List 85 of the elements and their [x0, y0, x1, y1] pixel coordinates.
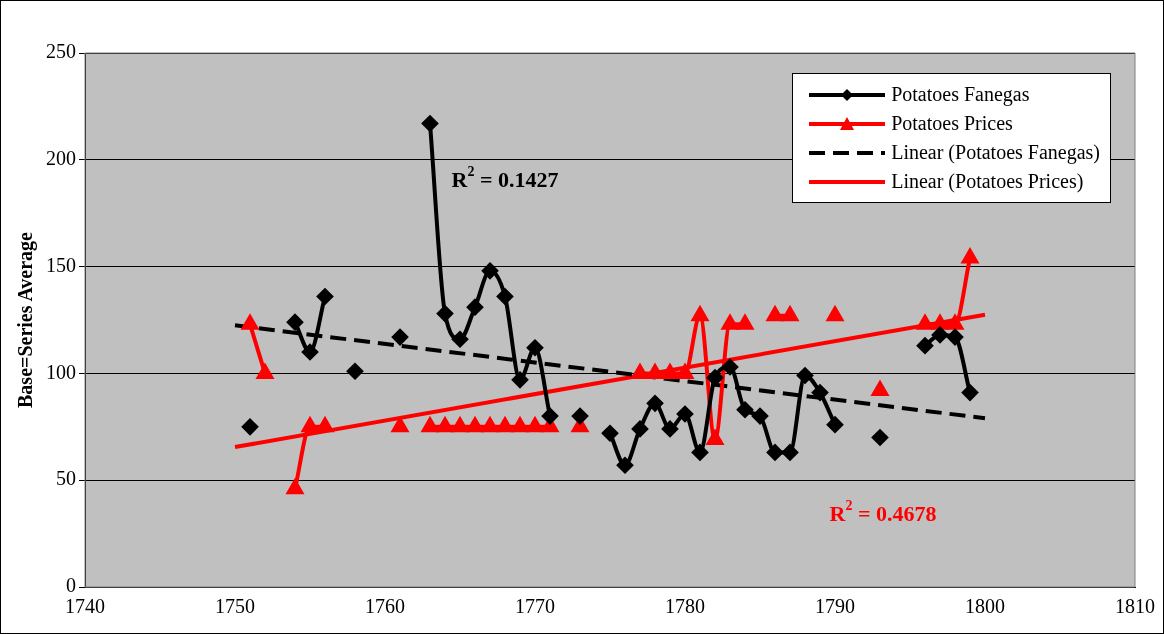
point: [737, 401, 753, 418]
point: [646, 364, 664, 379]
x-tick-label: 1810: [1115, 595, 1155, 618]
legend-label: Linear (Potatoes Prices): [891, 170, 1084, 193]
point: [647, 395, 663, 412]
point: [916, 315, 934, 330]
point: [542, 408, 558, 425]
point: [451, 417, 469, 433]
point: [526, 417, 544, 433]
point: [946, 315, 964, 330]
x-tick-label: 1770: [515, 595, 555, 618]
point: [872, 429, 888, 446]
point: [617, 457, 633, 474]
point: [467, 299, 483, 316]
point: [661, 364, 679, 379]
point: [602, 425, 618, 442]
point: [347, 363, 363, 380]
point: [631, 364, 649, 379]
legend-label: Potatoes Prices: [891, 112, 1013, 135]
point: [871, 381, 889, 396]
point: [482, 262, 498, 279]
point: [301, 417, 319, 433]
point: [766, 306, 784, 322]
point: [736, 315, 754, 330]
point: [962, 384, 978, 401]
point: [572, 408, 588, 425]
point: [961, 249, 979, 264]
point: [676, 364, 694, 379]
point: [316, 417, 334, 433]
point: [752, 408, 768, 425]
point: [826, 306, 844, 322]
point: [452, 331, 468, 348]
point: [302, 344, 318, 361]
point: [691, 306, 709, 322]
point: [632, 420, 648, 437]
point: [496, 417, 514, 433]
legend-label: Potatoes Fanegas: [891, 83, 1030, 106]
point: [692, 444, 708, 461]
y-tick-label: 150: [46, 253, 76, 276]
x-tick-label: 1780: [665, 595, 705, 618]
point: [391, 417, 409, 433]
point: [721, 315, 739, 330]
point: [797, 367, 813, 384]
point: [512, 371, 528, 388]
point: [286, 479, 304, 495]
y-tick-label: 50: [56, 467, 76, 490]
point: [947, 329, 963, 346]
y-tick-label: 0: [66, 574, 76, 597]
point: [722, 358, 738, 375]
point: [241, 315, 259, 330]
point: [466, 417, 484, 433]
x-tick-label: 1740: [65, 595, 105, 618]
y-axis-title: Base=Series Average: [14, 231, 38, 408]
y-tick-label: 100: [46, 360, 76, 383]
point: [932, 326, 948, 343]
point: [527, 339, 543, 356]
point: [497, 288, 513, 305]
point: [827, 416, 843, 433]
point: [287, 314, 303, 331]
x-tick-label: 1790: [815, 595, 855, 618]
point: [317, 288, 333, 305]
point: [392, 329, 408, 346]
point: [812, 384, 828, 401]
point: [767, 444, 783, 461]
point: [677, 405, 693, 422]
point: [917, 337, 933, 354]
point: [256, 364, 274, 379]
point: [242, 418, 258, 435]
legend-label: Linear (Potatoes Fanegas): [891, 141, 1100, 164]
point: [662, 420, 678, 437]
point: [421, 417, 439, 433]
x-tick-label: 1750: [215, 595, 255, 618]
point: [782, 444, 798, 461]
point: [422, 115, 438, 132]
point: [511, 417, 529, 433]
point: [931, 315, 949, 330]
y-tick-label: 250: [46, 40, 76, 63]
point: [781, 306, 799, 322]
y-tick-label: 200: [46, 147, 76, 170]
point: [481, 417, 499, 433]
point: [437, 305, 453, 322]
x-tick-label: 1800: [965, 595, 1005, 618]
x-tick-label: 1760: [365, 595, 405, 618]
point: [705, 428, 725, 446]
point: [436, 417, 454, 433]
